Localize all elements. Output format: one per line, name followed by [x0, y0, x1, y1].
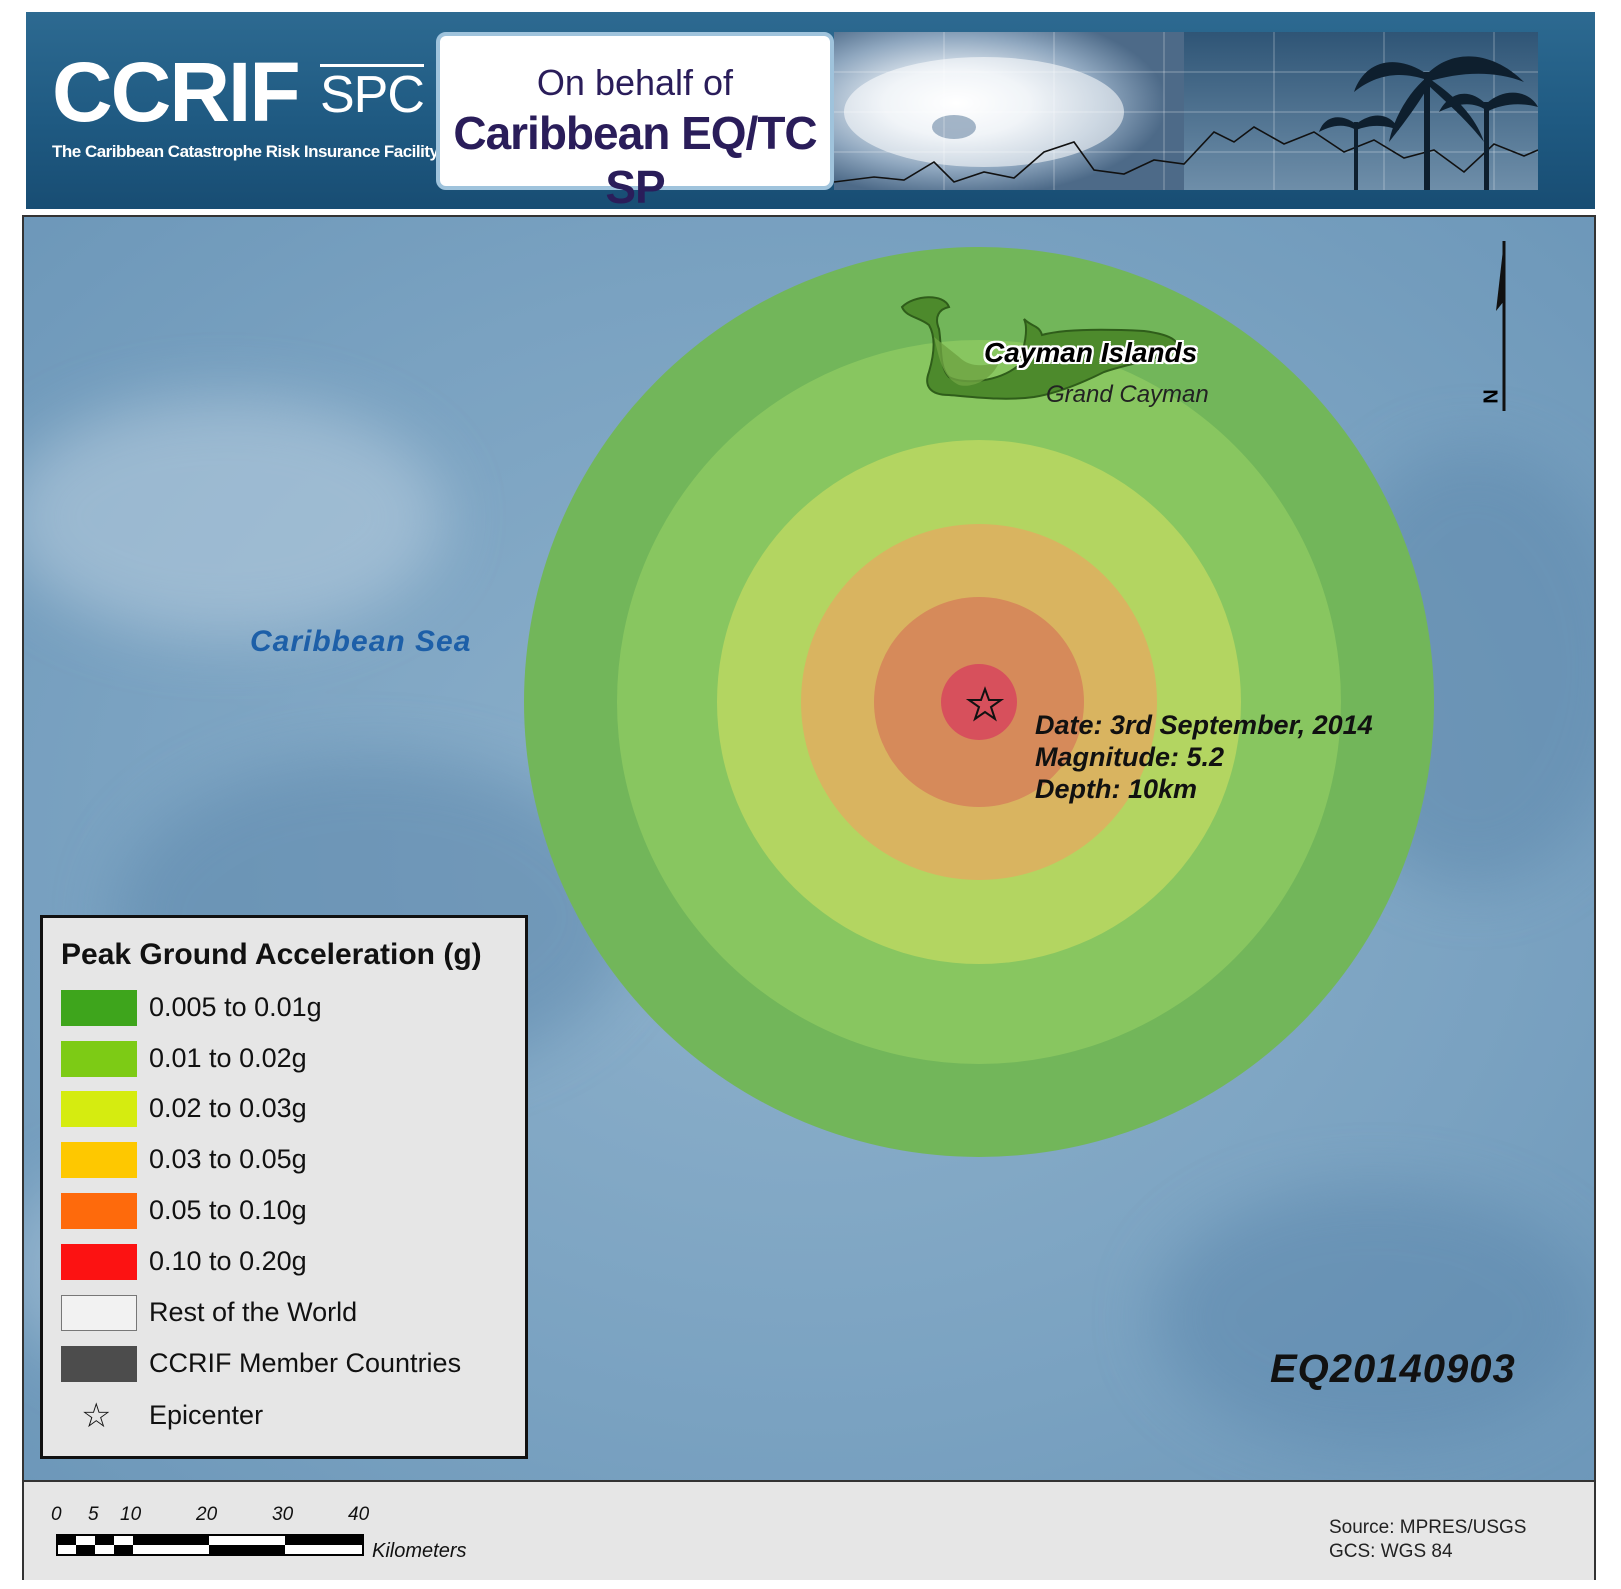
scale-tick: 40 — [348, 1504, 370, 1525]
legend-title: Peak Ground Acceleration (g) — [61, 938, 482, 971]
map-area[interactable]: N Caribbean Sea Cayman Islands Grand Cay… — [24, 217, 1594, 1480]
scale-bar — [56, 1534, 364, 1556]
north-label: N — [1478, 389, 1501, 404]
legend-item: 0.005 to 0.01g — [61, 988, 501, 1028]
legend-item: 0.10 to 0.20g — [61, 1242, 501, 1282]
legend-label: 0.03 to 0.05g — [149, 1144, 307, 1174]
source-line: Source: MPRES/USGS — [1329, 1517, 1527, 1538]
legend-item-epicenter: ☆ Epicenter — [61, 1396, 501, 1436]
projection-line: GCS: WGS 84 — [1329, 1541, 1453, 1562]
island-inner-shade — [934, 337, 999, 386]
behalf-line2: Caribbean EQ/TC SP — [453, 107, 817, 213]
legend-swatch — [61, 1091, 137, 1127]
legend-swatch — [61, 1041, 137, 1077]
legend-label: Epicenter — [149, 1400, 264, 1430]
scale-unit: Kilometers — [372, 1540, 467, 1562]
event-code: EQ20140903 — [1270, 1347, 1516, 1391]
legend-label: CCRIF Member Countries — [149, 1348, 462, 1378]
event-info: Date: 3rd September, 2014 Magnitude: 5.2… — [1035, 709, 1373, 805]
legend-item: Rest of the World — [61, 1293, 501, 1333]
legend-label: 0.10 to 0.20g — [149, 1246, 307, 1276]
legend-swatch — [61, 990, 137, 1026]
scale-tick: 5 — [88, 1504, 99, 1525]
legend-label: Rest of the World — [149, 1297, 358, 1327]
legend-item: 0.05 to 0.10g — [61, 1191, 501, 1231]
scale-tick: 20 — [196, 1504, 218, 1525]
event-depth: Depth: 10km — [1035, 774, 1198, 804]
pga-map — [24, 217, 1594, 1480]
legend-item: 0.02 to 0.03g — [61, 1089, 501, 1129]
legend-label: 0.05 to 0.10g — [149, 1195, 307, 1225]
legend-swatch — [61, 1346, 137, 1382]
legend-item: CCRIF Member Countries — [61, 1344, 501, 1384]
north-arrow-icon — [1496, 241, 1506, 411]
scale-tick: 10 — [120, 1504, 142, 1525]
legend-swatch — [61, 1244, 137, 1280]
behalf-line1: On behalf of — [536, 62, 734, 103]
event-date: Date: 3rd September, 2014 — [1035, 710, 1373, 740]
island-sublabel: Grand Cayman — [1046, 381, 1209, 408]
event-magnitude: Magnitude: 5.2 — [1035, 742, 1225, 772]
logo-spc: SPC — [320, 64, 425, 124]
header-banner: CCRIF SPC The Caribbean Catastrophe Risk… — [26, 12, 1595, 213]
epicenter-star-icon — [965, 686, 1005, 722]
legend: Peak Ground Acceleration (g) 0.005 to 0.… — [40, 915, 528, 1459]
legend-label: 0.01 to 0.02g — [149, 1043, 307, 1073]
legend-label: 0.02 to 0.03g — [149, 1093, 307, 1123]
zone-010-020 — [941, 664, 1017, 740]
logo-ccrif: CCRIF — [52, 45, 301, 139]
source-info: Source: MPRES/USGS GCS: WGS 84 — [1329, 1516, 1526, 1564]
legend-label: 0.005 to 0.01g — [149, 992, 322, 1022]
legend-swatch — [61, 1142, 137, 1178]
sea-label: Caribbean Sea — [250, 625, 472, 658]
legend-item: 0.03 to 0.05g — [61, 1140, 501, 1180]
scale-tick: 0 — [51, 1504, 62, 1525]
footer-strip: 0 5 10 20 30 40 Kilometers Source: MPRES… — [24, 1480, 1594, 1580]
on-behalf-box: On behalf of Caribbean EQ/TC SP — [436, 32, 834, 213]
logo-subtitle: The Caribbean Catastrophe Risk Insurance… — [52, 142, 439, 161]
legend-swatch — [61, 1295, 137, 1331]
island-label: Cayman Islands — [984, 337, 1198, 368]
epicenter-legend-star-icon: ☆ — [81, 1397, 112, 1435]
hurricane-palm-banner-image — [834, 32, 1538, 190]
scale-tick: 30 — [272, 1504, 294, 1525]
legend-swatch — [61, 1193, 137, 1229]
legend-item: 0.01 to 0.02g — [61, 1039, 501, 1079]
